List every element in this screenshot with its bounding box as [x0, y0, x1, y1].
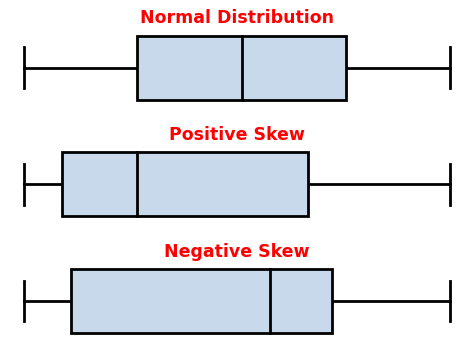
Bar: [62, 152, 308, 216]
Text: Positive Skew: Positive Skew: [169, 126, 305, 144]
Bar: [71, 269, 332, 333]
Text: Normal Distribution: Normal Distribution: [140, 9, 334, 27]
Bar: [137, 36, 346, 100]
Text: Negative Skew: Negative Skew: [164, 243, 310, 261]
